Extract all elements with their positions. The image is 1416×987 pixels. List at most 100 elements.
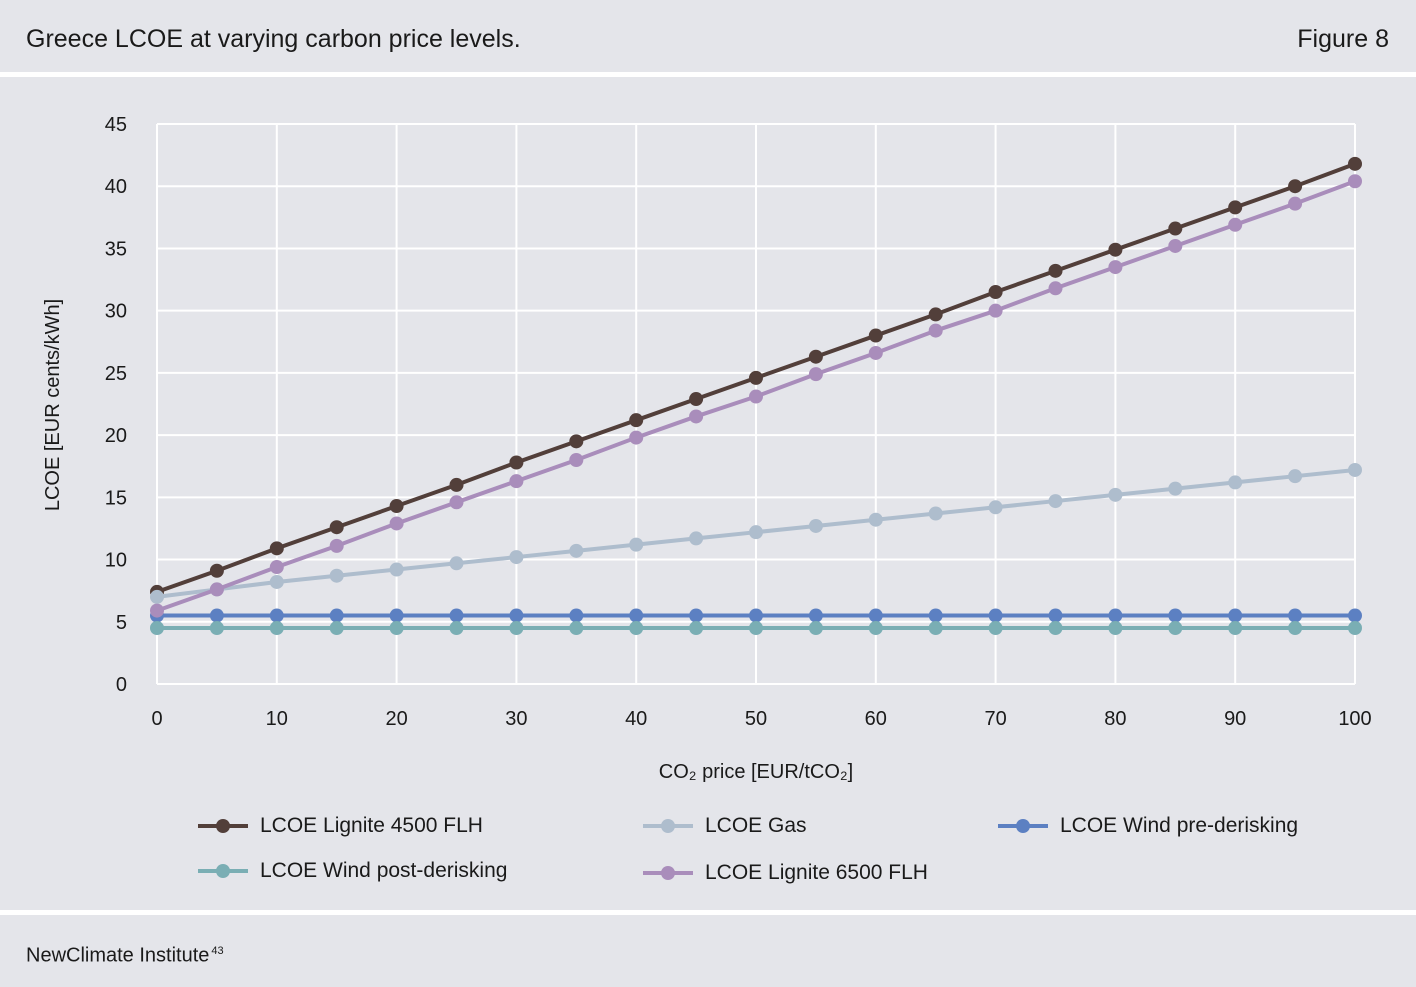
- data-point: [1228, 200, 1243, 215]
- data-point: [1168, 481, 1183, 496]
- data-point: [1288, 196, 1303, 211]
- data-point: [689, 621, 704, 635]
- data-point: [928, 621, 943, 635]
- header-divider: [0, 72, 1416, 77]
- data-point: [389, 608, 404, 623]
- data-point: [1048, 263, 1063, 278]
- y-tick-label: 45: [105, 114, 127, 136]
- data-point: [150, 589, 164, 604]
- data-point: [269, 608, 284, 623]
- data-point: [209, 608, 224, 623]
- data-point: [329, 608, 344, 623]
- legend-item: LCOE Lignite 6500 FLH: [643, 858, 928, 888]
- data-point: [1048, 608, 1063, 623]
- y-tick-label: 15: [105, 487, 127, 509]
- x-tick-label: 80: [1104, 708, 1126, 730]
- data-point: [449, 608, 464, 623]
- data-point: [1348, 156, 1362, 171]
- data-point: [150, 621, 164, 635]
- data-point: [389, 562, 404, 577]
- chart-legend: LCOE Lignite 4500 FLH LCOE Gas LCOE Wind p…: [0, 805, 1416, 900]
- figure-title: Greece LCOE at varying carbon price leve…: [26, 25, 521, 53]
- data-point: [569, 434, 584, 449]
- data-point: [1348, 621, 1362, 635]
- data-point: [509, 550, 524, 565]
- data-point: [209, 621, 224, 635]
- data-point: [1168, 608, 1183, 623]
- y-tick-label: 0: [116, 674, 127, 696]
- legend-swatch-marker: [216, 864, 230, 878]
- y-tick-labels: 0 5 10 15 20 25 30 35 40 45: [105, 114, 127, 696]
- data-point: [1168, 221, 1183, 236]
- y-tick-label: 10: [105, 550, 127, 572]
- data-point: [449, 477, 464, 492]
- data-point: [988, 285, 1003, 299]
- data-point: [269, 541, 284, 556]
- data-point: [689, 409, 704, 424]
- source-credit: NewClimate Institute 43: [26, 938, 224, 969]
- data-point: [1108, 242, 1123, 257]
- series-lcoe-wind-post-derisking: [150, 621, 1362, 635]
- data-point: [1048, 281, 1063, 296]
- data-point: [928, 506, 943, 521]
- data-point: [509, 455, 524, 470]
- data-point: [509, 608, 524, 623]
- data-point: [269, 574, 284, 589]
- data-point: [629, 413, 644, 428]
- data-point: [1168, 238, 1183, 253]
- data-point: [1108, 608, 1123, 623]
- footer-divider: [0, 910, 1416, 915]
- x-tick-label: 40: [625, 708, 647, 730]
- data-point: [449, 556, 464, 571]
- legend-swatch: [643, 858, 693, 888]
- legend-swatch: [198, 856, 248, 886]
- y-tick-label: 40: [105, 176, 127, 198]
- legend-label: LCOE Lignite 4500 FLH: [260, 814, 483, 837]
- data-point: [749, 621, 763, 635]
- data-point: [269, 560, 284, 575]
- x-tick-label: 60: [865, 708, 887, 730]
- data-point: [868, 608, 883, 623]
- data-point: [1108, 487, 1123, 502]
- legend-item: LCOE Lignite 4500 FLH: [198, 811, 483, 841]
- data-point: [749, 525, 763, 540]
- data-point: [1348, 608, 1362, 623]
- data-point: [988, 500, 1003, 515]
- data-point: [1228, 217, 1243, 232]
- source-text: NewClimate Institute: [26, 944, 210, 967]
- legend-item: LCOE Wind pre-derisking: [998, 811, 1298, 841]
- data-point: [808, 367, 823, 382]
- data-point: [269, 621, 284, 635]
- data-point: [629, 430, 644, 445]
- legend-swatch-marker: [661, 819, 675, 833]
- legend-swatch-marker: [661, 866, 675, 880]
- legend-swatch: [198, 811, 248, 841]
- data-point: [749, 389, 763, 404]
- data-point: [689, 392, 704, 407]
- data-point: [569, 608, 584, 623]
- data-point: [629, 621, 644, 635]
- data-point: [209, 582, 224, 597]
- data-point: [1288, 621, 1303, 635]
- data-point: [629, 608, 644, 623]
- data-point: [928, 608, 943, 623]
- chart-grid: [156, 123, 1356, 685]
- x-tick-label: 100: [1338, 708, 1371, 730]
- data-point: [808, 349, 823, 364]
- data-point: [1348, 462, 1362, 477]
- legend-label: LCOE Wind post-derisking: [260, 859, 508, 882]
- data-point: [569, 621, 584, 635]
- data-point: [509, 621, 524, 635]
- y-tick-label: 35: [105, 238, 127, 260]
- x-tick-label: 0: [151, 708, 162, 730]
- data-point: [1168, 621, 1183, 635]
- data-point: [1288, 608, 1303, 623]
- data-point: [389, 516, 404, 531]
- data-point: [1288, 469, 1303, 484]
- data-point: [1348, 174, 1362, 189]
- x-tick-label: 20: [385, 708, 407, 730]
- data-point: [988, 303, 1003, 318]
- data-point: [868, 621, 883, 635]
- data-point: [928, 307, 943, 322]
- data-point: [329, 568, 344, 583]
